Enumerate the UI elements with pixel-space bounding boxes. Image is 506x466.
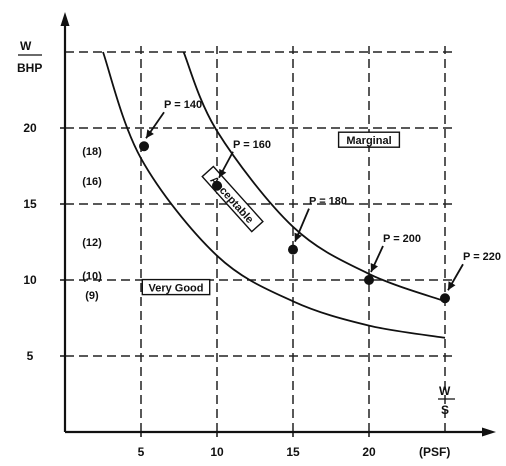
- lower-boundary-curve: [102, 51, 446, 339]
- data-point: [440, 293, 450, 304]
- x-tick-label: 10: [210, 445, 224, 459]
- secondary-y-labels: (18) (16) (12) (10) (9): [82, 146, 102, 302]
- region-label-box: [337, 131, 401, 148]
- point-callout-arrow: [219, 168, 227, 178]
- grid: [65, 46, 453, 432]
- region-label-text: Marginal: [346, 135, 391, 147]
- point-label: P = 140: [164, 99, 202, 111]
- point-callout-arrow: [370, 263, 378, 272]
- x-tick-label: 15: [286, 445, 300, 459]
- y-tick-label: 10: [23, 273, 37, 287]
- upper-boundary-curve: [182, 51, 446, 303]
- x-tick-label: 5: [138, 445, 145, 459]
- secondary-y-label: (18): [82, 146, 102, 158]
- secondary-y-label: (10): [82, 270, 102, 282]
- y-axis-title-numerator: W: [20, 39, 32, 53]
- data-point: [212, 180, 222, 191]
- point-label: P = 180: [309, 196, 347, 208]
- point-label: P = 220: [463, 251, 501, 263]
- data-point: [139, 141, 150, 152]
- region-label-text: Very Good: [148, 283, 203, 295]
- tick-labels: 5 10 15 20 5 10 15 20: [23, 121, 376, 459]
- x-tick-label: 20: [362, 445, 376, 459]
- y-axis-arrow: [60, 12, 70, 26]
- point-callout-arrow: [448, 281, 456, 291]
- data-points: P = 140 P = 160 P = 180 P = 200 P = 220: [139, 99, 501, 304]
- data-point: [288, 244, 298, 255]
- y-tick-label: 20: [23, 121, 37, 135]
- region-label: Very Good: [141, 278, 211, 296]
- x-axis-unit: (PSF): [419, 445, 450, 459]
- y-tick-label: 15: [23, 197, 37, 211]
- x-axis-arrow: [482, 427, 496, 437]
- axes: [60, 12, 496, 437]
- y-axis-title-denominator: BHP: [17, 61, 42, 75]
- point-label: P = 160: [233, 139, 271, 151]
- boundary-curves: [102, 51, 446, 339]
- region-label-box: [141, 278, 211, 296]
- region-label: Acceptable: [201, 165, 264, 233]
- x-axis-title-denominator: S: [441, 403, 449, 417]
- secondary-y-label: (9): [85, 290, 99, 302]
- point-callout-arrow: [294, 232, 302, 242]
- y-tick-label: 5: [27, 349, 34, 363]
- x-axis-title-numerator: W: [439, 384, 451, 398]
- point-callout-arrow: [146, 129, 154, 139]
- axis-titles: W BHP W S (PSF): [17, 39, 455, 459]
- point-label: P = 200: [383, 233, 421, 245]
- secondary-y-label: (12): [82, 237, 102, 249]
- region-label: Marginal: [337, 131, 401, 148]
- data-point: [364, 275, 374, 285]
- secondary-y-label: (16): [82, 176, 102, 188]
